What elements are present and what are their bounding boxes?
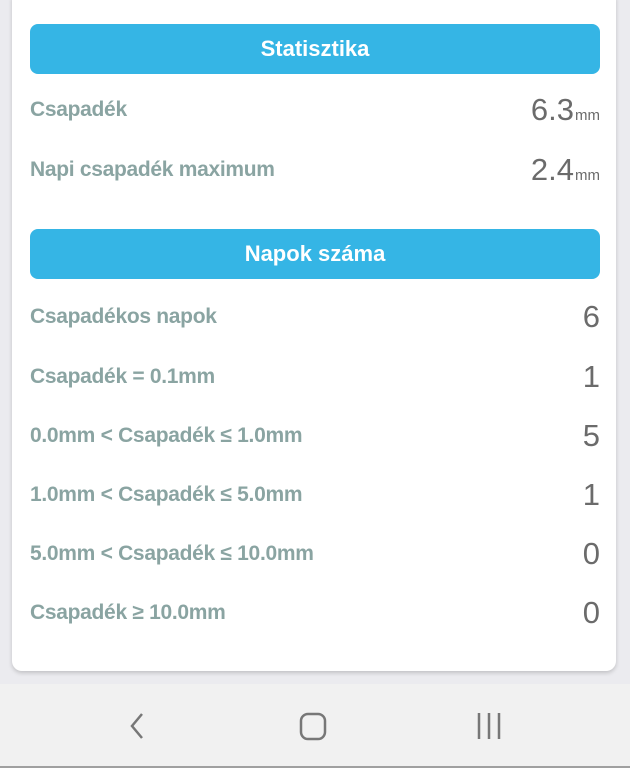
value-number: 2.4 — [530, 152, 574, 187]
days-label: Csapadék = 0.1mm — [30, 365, 215, 388]
stat-value: 6.3 mm — [531, 92, 600, 128]
days-label: 5.0mm < Csapadék ≤ 10.0mm — [30, 542, 314, 565]
days-header: Napok száma — [30, 229, 600, 279]
back-button[interactable] — [115, 704, 159, 748]
days-row: Csapadékos napok 6 — [30, 297, 600, 337]
days-value: 5 — [582, 418, 600, 453]
days-value: 0 — [582, 595, 600, 630]
value-unit: mm — [575, 167, 600, 184]
days-label: 0.0mm < Csapadék ≤ 1.0mm — [30, 424, 303, 447]
days-value: 0 — [582, 536, 600, 571]
days-label: 1.0mm < Csapadék ≤ 5.0mm — [30, 483, 303, 506]
system-nav-bar — [0, 684, 630, 768]
days-row: Csapadék ≥ 10.0mm 0 — [30, 593, 600, 633]
home-button[interactable] — [291, 704, 335, 748]
stat-label: Napi csapadék maximum — [30, 158, 275, 181]
recent-apps-button[interactable] — [467, 704, 511, 748]
home-icon — [299, 712, 327, 741]
days-value: 1 — [582, 359, 600, 394]
days-row: 5.0mm < Csapadék ≤ 10.0mm 0 — [30, 534, 600, 574]
back-icon — [130, 713, 143, 739]
days-row: Csapadék = 0.1mm 1 — [30, 357, 600, 397]
statistics-card — [12, 0, 616, 671]
days-label: Csapadék ≥ 10.0mm — [30, 601, 226, 624]
statistics-header: Statisztika — [30, 24, 600, 74]
days-value: 1 — [582, 477, 600, 512]
stat-value: 2.4 mm — [531, 152, 600, 188]
stat-row-daily-max: Napi csapadék maximum 2.4 mm — [30, 150, 600, 190]
days-row: 1.0mm < Csapadék ≤ 5.0mm 1 — [30, 475, 600, 515]
days-value: 6 — [582, 299, 600, 334]
days-row: 0.0mm < Csapadék ≤ 1.0mm 5 — [30, 416, 600, 456]
recent-apps-icon — [477, 713, 501, 739]
days-label: Csapadékos napok — [30, 305, 217, 328]
stat-label: Csapadék — [30, 98, 127, 121]
value-number: 6.3 — [530, 92, 574, 127]
stat-row-precipitation: Csapadék 6.3 mm — [30, 90, 600, 130]
value-unit: mm — [575, 107, 600, 124]
